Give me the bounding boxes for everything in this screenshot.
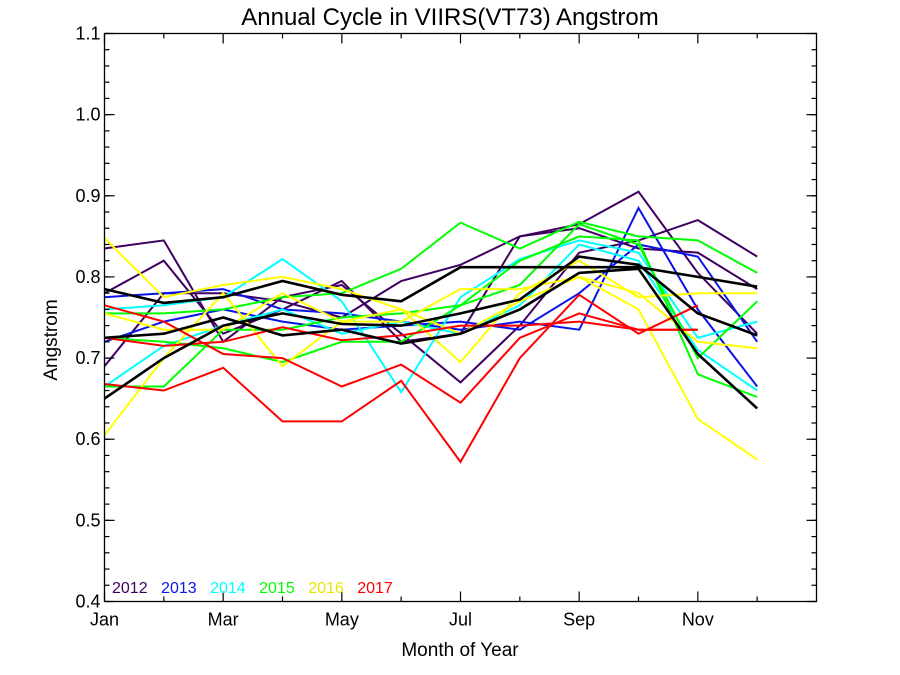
legend-item-2012: 2012 (112, 580, 148, 597)
series-line-11 (103, 275, 758, 461)
series-line-16 (104, 265, 758, 305)
tick-layer: 0.4 0.5 0.6 0.7 0.8 0.9 1.0 1.1 Jan Mar May Jul Sep N… (75, 24, 817, 630)
x-tick-label: Jul (449, 610, 472, 630)
legend: 2012 2013 2014 2015 2016 2017 (112, 580, 402, 598)
series-line-10 (103, 237, 758, 364)
x-tick-label: May (325, 610, 359, 630)
series-line-6 (103, 243, 758, 392)
series-line-2 (103, 227, 758, 367)
y-tick-label: 0.6 (75, 429, 100, 449)
chart-title: Annual Cycle in VIIRS(VT73) Angstrom (241, 4, 659, 31)
y-tick-label: 0.4 (75, 592, 100, 612)
series-layer (103, 190, 759, 464)
y-tick-label: 0.9 (75, 186, 100, 206)
legend-item-2013: 2013 (161, 580, 197, 597)
y-axis-label: Angstrom (41, 299, 62, 381)
x-tick-label: Sep (563, 610, 595, 630)
x-axis-label: Month of Year (401, 640, 519, 661)
legend-item-2014: 2014 (210, 580, 246, 597)
y-tick-label: 0.7 (75, 348, 100, 368)
legend-item-2015: 2015 (259, 580, 295, 597)
y-tick-label: 1.1 (75, 24, 100, 44)
y-tick-label: 1.0 (75, 105, 100, 125)
series-line-9 (104, 235, 758, 398)
series-line-13 (104, 293, 699, 464)
y-tick-label: 0.8 (75, 267, 100, 287)
y-tick-label: 0.5 (75, 510, 100, 530)
series-line-15 (104, 320, 698, 347)
series-line-17 (103, 255, 758, 400)
x-tick-label: Jan (90, 610, 119, 630)
x-tick-label: Nov (682, 610, 714, 630)
legend-item-2017: 2017 (357, 580, 393, 597)
series-line-14 (104, 304, 698, 404)
x-tick-label: Mar (208, 610, 239, 630)
series-line-3 (104, 205, 758, 388)
series-line-7 (104, 220, 758, 315)
legend-item-2016: 2016 (308, 580, 344, 597)
plot-frame (103, 32, 818, 603)
series-line-18 (104, 267, 759, 410)
